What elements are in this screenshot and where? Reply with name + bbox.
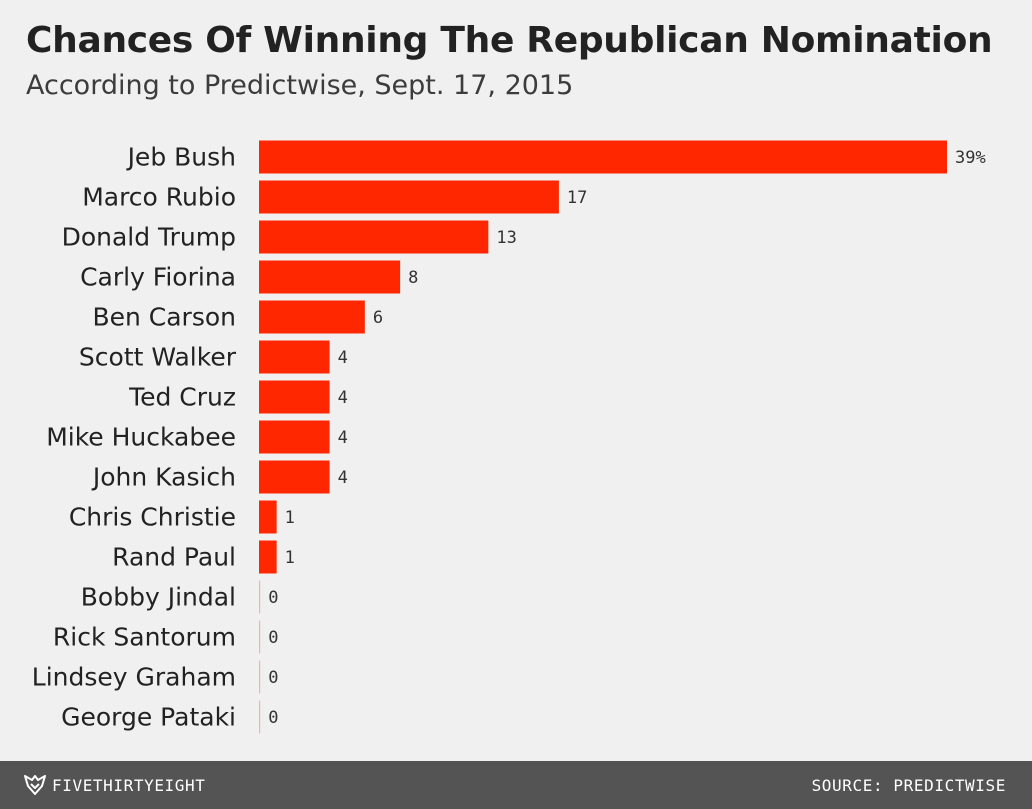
category-label-rand-paul: Rand Paul [112, 543, 236, 572]
category-label-bobby-jindal: Bobby Jindal [81, 583, 236, 612]
category-label-chris-christie: Chris Christie [69, 503, 236, 532]
category-label-marco-rubio: Marco Rubio [82, 183, 236, 212]
value-label-john-kasich: 4 [338, 468, 348, 488]
value-label-ted-cruz: 4 [338, 388, 348, 408]
bar-carly-fiorina [259, 260, 401, 294]
bar-bobby-jindal [259, 580, 261, 614]
category-label-scott-walker: Scott Walker [79, 343, 237, 372]
bar-ted-cruz [259, 380, 330, 414]
category-label-george-pataki: George Pataki [61, 703, 236, 732]
bar-john-kasich [259, 460, 330, 494]
value-label-ben-carson: 6 [373, 308, 383, 328]
value-label-mike-huckabee: 4 [338, 428, 348, 448]
category-label-john-kasich: John Kasich [91, 463, 236, 492]
value-label-scott-walker: 4 [338, 348, 348, 368]
bar-rick-santorum [259, 620, 261, 654]
chart-subtitle: According to Predictwise, Sept. 17, 2015 [26, 70, 574, 101]
value-label-donald-trump: 13 [496, 228, 516, 248]
bar-scott-walker [259, 340, 330, 374]
footer-source: SOURCE: PREDICTWISE [811, 776, 1006, 795]
footer-brand: FIVETHIRTYEIGHT [52, 776, 206, 795]
category-label-ted-cruz: Ted Cruz [128, 383, 236, 412]
value-label-lindsey-graham: 0 [268, 668, 278, 688]
value-label-rick-santorum: 0 [268, 628, 278, 648]
bar-chris-christie [259, 500, 277, 534]
value-label-chris-christie: 1 [285, 508, 295, 528]
value-label-jeb-bush: 39% [955, 148, 986, 168]
value-label-bobby-jindal: 0 [268, 588, 278, 608]
bar-ben-carson [259, 300, 365, 334]
category-label-ben-carson: Ben Carson [92, 303, 236, 332]
bar-george-pataki [259, 700, 261, 734]
category-label-donald-trump: Donald Trump [62, 223, 236, 252]
category-label-carly-fiorina: Carly Fiorina [80, 263, 236, 292]
bars-group [259, 140, 947, 734]
bar-donald-trump [259, 220, 489, 254]
bar-rand-paul [259, 540, 277, 574]
footer-bar: FIVETHIRTYEIGHT SOURCE: PREDICTWISE [0, 761, 1032, 809]
value-label-rand-paul: 1 [285, 548, 295, 568]
category-labels-group: Jeb Bush Marco Rubio Donald Trump Carly Fio… [32, 143, 237, 732]
value-label-marco-rubio: 17 [567, 188, 587, 208]
category-label-rick-santorum: Rick Santorum [53, 623, 236, 652]
bar-chart: Jeb Bush Marco Rubio Donald Trump Carly Fio… [32, 140, 986, 734]
chart-title: Chances Of Winning The Republican Nomina… [26, 20, 993, 61]
category-label-mike-huckabee: Mike Huckabee [46, 423, 236, 452]
fivethirtyeight-fox-icon [24, 775, 46, 795]
category-label-lindsey-graham: Lindsey Graham [32, 663, 236, 692]
bar-lindsey-graham [259, 660, 261, 694]
category-label-jeb-bush: Jeb Bush [126, 143, 236, 172]
value-label-carly-fiorina: 8 [408, 268, 418, 288]
bar-marco-rubio [259, 180, 559, 214]
value-label-george-pataki: 0 [268, 708, 278, 728]
bar-mike-huckabee [259, 420, 330, 454]
bar-jeb-bush [259, 140, 947, 174]
